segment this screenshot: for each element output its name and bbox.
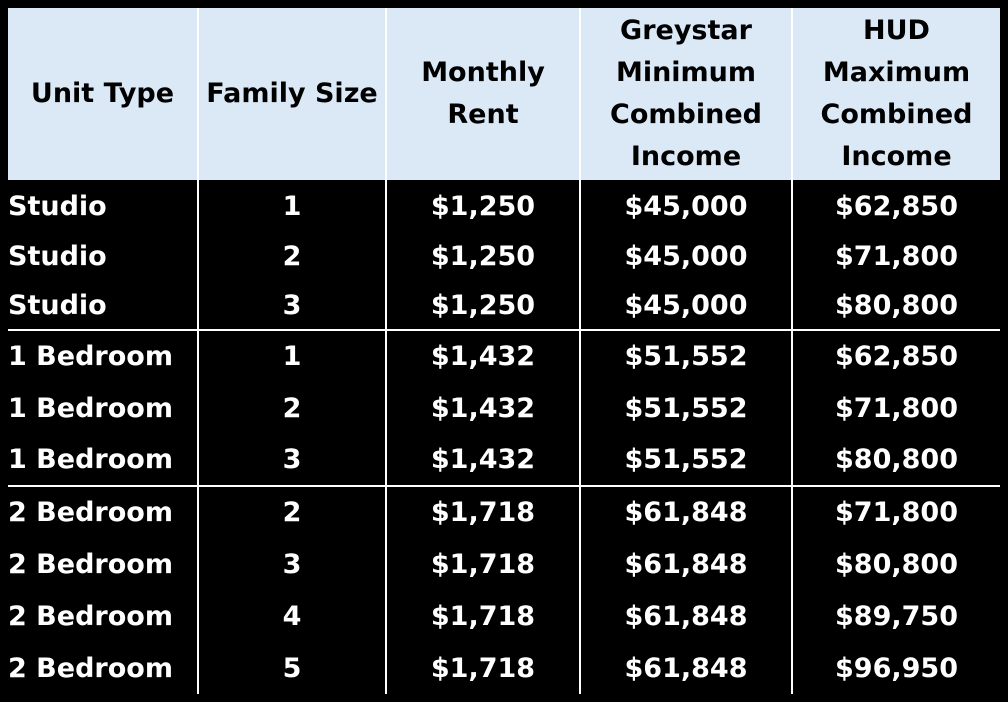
cell-greystar-min-income: $45,000 (579, 232, 793, 281)
table-header: Unit Type Family Size Monthly Rent Greys… (8, 8, 1000, 180)
cell-family-size: 2 (197, 485, 387, 538)
cell-family-size: 1 (197, 329, 387, 382)
cell-family-size: 1 (197, 180, 387, 232)
cell-unit-type: Studio (8, 281, 199, 331)
cell-family-size: 2 (197, 232, 387, 281)
cell-greystar-min-income: $51,552 (579, 382, 793, 434)
cell-hud-max-income: $62,850 (791, 329, 1000, 382)
cell-monthly-rent: $1,250 (385, 281, 581, 331)
cell-family-size: 3 (197, 281, 387, 331)
cell-unit-type: 2 Bedroom (8, 538, 199, 590)
table-row: 2 Bedroom 3 $1,718 $61,848 $80,800 (8, 538, 1000, 590)
cell-greystar-min-income: $45,000 (579, 180, 793, 232)
table-row: 2 Bedroom 2 $1,718 $61,848 $71,800 (8, 485, 1000, 538)
cell-monthly-rent: $1,432 (385, 382, 581, 434)
cell-unit-type: 2 Bedroom (8, 590, 199, 642)
table-row: 1 Bedroom 3 $1,432 $51,552 $80,800 (8, 434, 1000, 487)
table-row: 2 Bedroom 4 $1,718 $61,848 $89,750 (8, 590, 1000, 642)
cell-greystar-min-income: $51,552 (579, 434, 793, 487)
header-hud-max-income: HUD Maximum Combined Income (791, 8, 1000, 180)
cell-hud-max-income: $96,950 (791, 642, 1000, 694)
cell-greystar-min-income: $61,848 (579, 485, 793, 538)
cell-greystar-min-income: $61,848 (579, 642, 793, 694)
cell-family-size: 4 (197, 590, 387, 642)
cell-monthly-rent: $1,718 (385, 642, 581, 694)
cell-hud-max-income: $80,800 (791, 538, 1000, 590)
header-greystar-min-income: Greystar Minimum Combined Income (579, 8, 793, 180)
cell-greystar-min-income: $61,848 (579, 538, 793, 590)
header-unit-type: Unit Type (8, 8, 199, 180)
cell-greystar-min-income: $61,848 (579, 590, 793, 642)
cell-monthly-rent: $1,250 (385, 232, 581, 281)
cell-monthly-rent: $1,250 (385, 180, 581, 232)
table-row: 2 Bedroom 5 $1,718 $61,848 $96,950 (8, 642, 1000, 694)
cell-family-size: 3 (197, 434, 387, 487)
cell-monthly-rent: $1,432 (385, 434, 581, 487)
income-table: Unit Type Family Size Monthly Rent Greys… (8, 8, 1000, 694)
cell-greystar-min-income: $45,000 (579, 281, 793, 331)
cell-monthly-rent: $1,718 (385, 590, 581, 642)
header-row: Unit Type Family Size Monthly Rent Greys… (8, 8, 1000, 180)
header-monthly-rent: Monthly Rent (385, 8, 581, 180)
cell-hud-max-income: $71,800 (791, 485, 1000, 538)
cell-hud-max-income: $71,800 (791, 382, 1000, 434)
cell-hud-max-income: $89,750 (791, 590, 1000, 642)
income-table-frame: Unit Type Family Size Monthly Rent Greys… (8, 8, 1000, 694)
cell-hud-max-income: $62,850 (791, 180, 1000, 232)
cell-unit-type: 1 Bedroom (8, 434, 199, 487)
table-row: 1 Bedroom 2 $1,432 $51,552 $71,800 (8, 382, 1000, 434)
cell-unit-type: 1 Bedroom (8, 382, 199, 434)
header-family-size: Family Size (197, 8, 387, 180)
cell-unit-type: Studio (8, 232, 199, 281)
cell-hud-max-income: $71,800 (791, 232, 1000, 281)
cell-greystar-min-income: $51,552 (579, 329, 793, 382)
cell-family-size: 2 (197, 382, 387, 434)
cell-monthly-rent: $1,718 (385, 538, 581, 590)
cell-family-size: 5 (197, 642, 387, 694)
cell-family-size: 3 (197, 538, 387, 590)
cell-unit-type: 2 Bedroom (8, 642, 199, 694)
cell-monthly-rent: $1,718 (385, 485, 581, 538)
cell-unit-type: Studio (8, 180, 199, 232)
table-row: 1 Bedroom 1 $1,432 $51,552 $62,850 (8, 329, 1000, 382)
cell-unit-type: 2 Bedroom (8, 485, 199, 538)
table-row: Studio 2 $1,250 $45,000 $71,800 (8, 232, 1000, 281)
table-body: Studio 1 $1,250 $45,000 $62,850 Studio 2… (8, 180, 1000, 694)
table-row: Studio 3 $1,250 $45,000 $80,800 (8, 281, 1000, 331)
cell-hud-max-income: $80,800 (791, 281, 1000, 331)
cell-hud-max-income: $80,800 (791, 434, 1000, 487)
cell-monthly-rent: $1,432 (385, 329, 581, 382)
table-row: Studio 1 $1,250 $45,000 $62,850 (8, 180, 1000, 232)
cell-unit-type: 1 Bedroom (8, 329, 199, 382)
